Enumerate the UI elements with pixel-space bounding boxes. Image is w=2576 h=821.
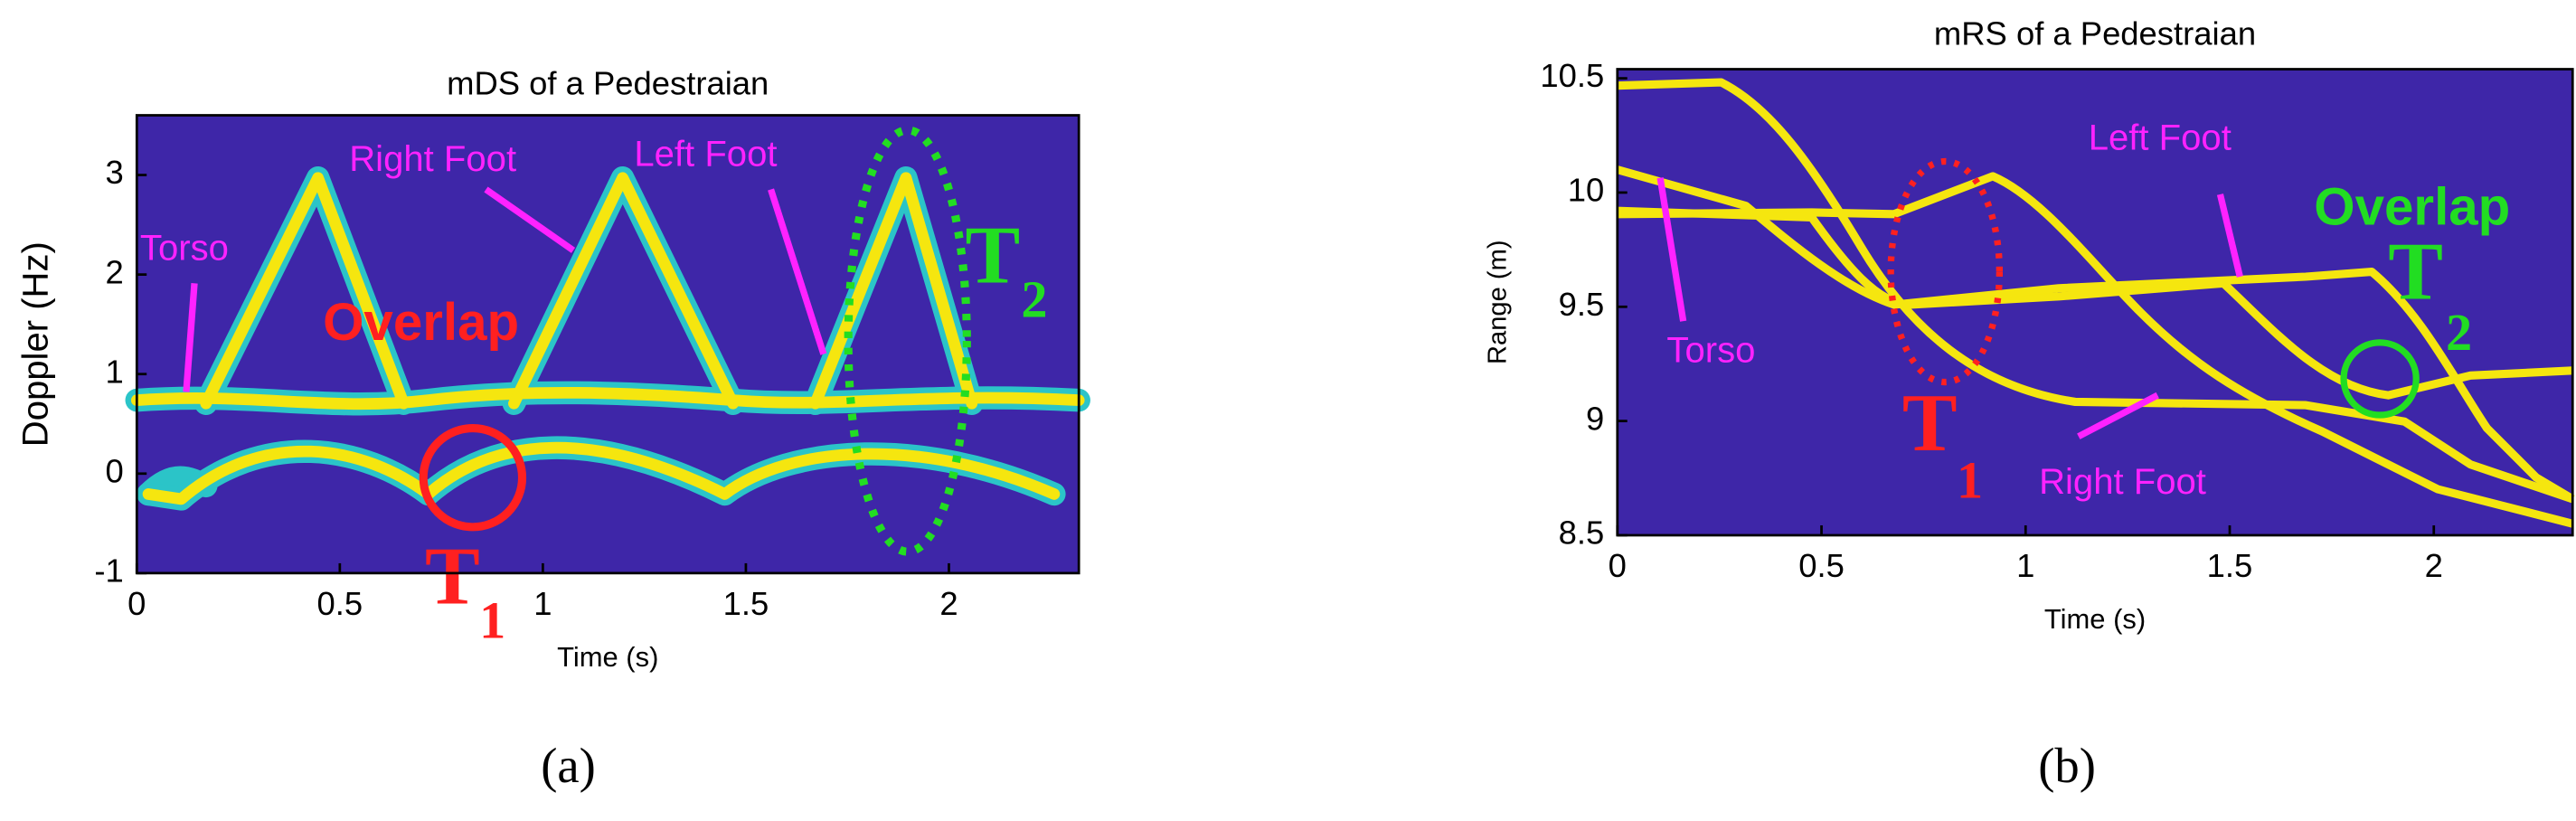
y-tick-label: 8.5 — [1559, 514, 1605, 552]
annotation: 2 — [2446, 303, 2472, 362]
pointer — [768, 188, 827, 355]
annotation: Overlap — [2314, 178, 2510, 237]
annotation: Torso — [1666, 330, 1755, 370]
annotation: Right Foot — [2039, 462, 2206, 502]
annotation: Left Foot — [2089, 118, 2232, 157]
ellipse-t1 — [1887, 157, 2004, 386]
y-tick-label: 1 — [105, 353, 123, 390]
x-tick-label: 1 — [533, 585, 552, 622]
ellipse-t2 — [844, 126, 971, 556]
pointer — [1656, 177, 1687, 322]
annotation: T — [2388, 226, 2443, 317]
annotation: 2 — [1021, 269, 1047, 328]
x-tick-label: 0 — [127, 585, 146, 622]
x-tick-label: 2 — [2425, 547, 2443, 584]
annotation: T — [1902, 377, 1958, 468]
axes-box — [1616, 68, 2574, 537]
y-axis-label: Range (m) — [1483, 240, 1512, 364]
annotation: 1 — [479, 591, 505, 650]
x-axis-label: Time (s) — [557, 641, 658, 673]
x-tick-label: 0.5 — [317, 585, 363, 622]
y-tick-label: 0 — [105, 452, 123, 489]
y-tick-label: 10.5 — [1540, 57, 1604, 94]
x-tick-label: 1.5 — [2207, 547, 2253, 584]
pointer — [183, 283, 198, 392]
plot-area — [1617, 69, 2573, 535]
caption: (a) — [541, 738, 596, 793]
y-tick-label: -1 — [94, 552, 123, 589]
circle-t2 — [2340, 339, 2420, 419]
y-tick-label: 10 — [1568, 172, 1605, 209]
annotation: Overlap — [323, 293, 519, 352]
pointer — [2216, 193, 2243, 278]
annotation: T — [965, 209, 1020, 300]
axes-box — [135, 114, 1080, 575]
y-tick-label: 9.5 — [1559, 286, 1605, 323]
chart-title: mDS of a Pedestraian — [447, 64, 769, 101]
x-tick-label: 0.5 — [1798, 547, 1845, 584]
annotation: Torso — [140, 228, 229, 268]
annotation: 1 — [1957, 451, 1983, 510]
chart-title: mRS of a Pedestraian — [1934, 15, 2256, 52]
annotation: Right Foot — [349, 139, 516, 179]
annotation: Left Foot — [634, 135, 777, 175]
x-tick-label: 1.5 — [723, 585, 769, 622]
range-profile — [1616, 78, 2575, 528]
y-tick-label: 3 — [105, 154, 123, 191]
x-axis-label: Time (s) — [2044, 603, 2146, 635]
pointer — [2077, 392, 2159, 439]
x-tick-label: 1 — [2016, 547, 2034, 584]
annotation: T — [425, 531, 480, 622]
y-tick-label: 2 — [105, 253, 123, 290]
spectrogram — [125, 165, 1090, 511]
caption: (b) — [2038, 738, 2096, 793]
circle-t1 — [419, 424, 527, 532]
x-tick-label: 2 — [939, 585, 958, 622]
y-tick-label: 9 — [1586, 400, 1604, 437]
x-tick-label: 0 — [1609, 547, 1627, 584]
y-axis-label: Doppler (Hz) — [16, 241, 56, 447]
pointer — [484, 186, 576, 253]
